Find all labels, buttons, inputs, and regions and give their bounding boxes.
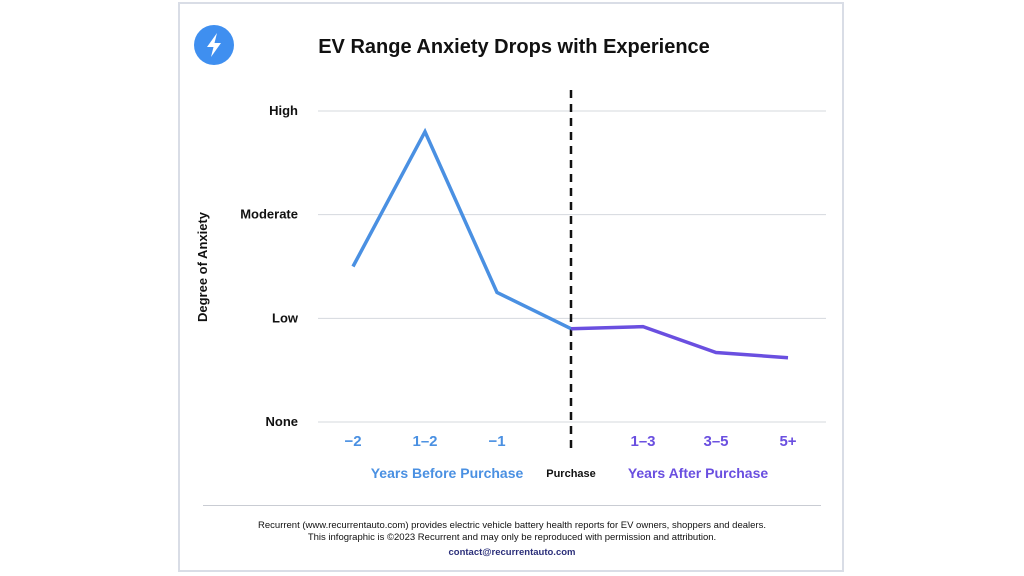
chart-title: EV Range Anxiety Drops with Experience	[318, 36, 710, 58]
y-tick-label: None	[266, 414, 299, 429]
y-tick-label: High	[269, 103, 298, 118]
footer-description: Recurrent (www.recurrentauto.com) provid…	[258, 520, 766, 531]
logo	[194, 25, 234, 65]
y-tick-label: Low	[272, 310, 299, 325]
x-tick-label: 5+	[779, 433, 796, 450]
x-tick-label: 3–5	[703, 433, 728, 450]
x-tick-label: −1	[488, 433, 505, 450]
x-group-label-before: Years Before Purchase	[371, 465, 524, 481]
x-tick-label: 1–2	[412, 433, 437, 450]
footer-divider	[203, 505, 821, 506]
y-tick-label: Moderate	[240, 207, 298, 222]
y-axis-title: Degree of Anxiety	[195, 211, 210, 322]
infographic-card	[178, 2, 844, 572]
series-line-after	[570, 324, 789, 360]
purchase-label: Purchase	[546, 468, 596, 480]
footer-contact-email[interactable]: contact@recurrentauto.com	[448, 547, 576, 558]
footer-copyright: This infographic is ©2023 Recurrent and …	[307, 532, 717, 543]
series-line-before	[351, 127, 572, 331]
lightning-bolt-icon	[207, 33, 221, 57]
x-tick-label: 1–3	[630, 433, 655, 450]
x-group-label-after: Years After Purchase	[628, 465, 769, 481]
x-tick-label: −2	[344, 433, 361, 450]
